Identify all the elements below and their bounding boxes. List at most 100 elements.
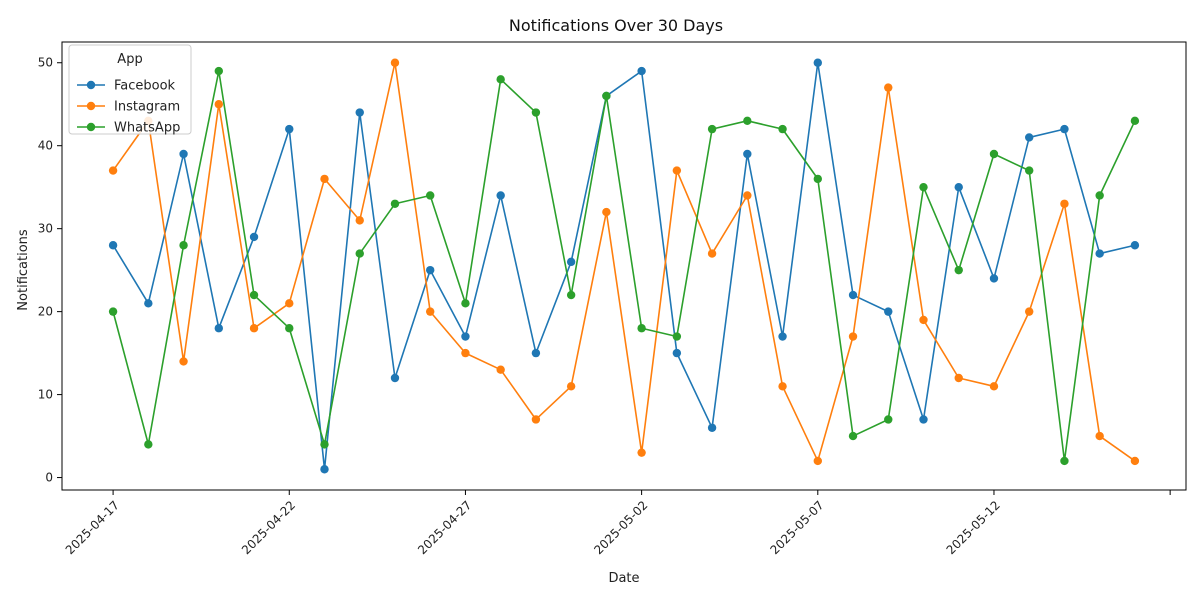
data-point-whatsapp — [954, 265, 963, 275]
data-point-facebook — [108, 241, 118, 250]
data-point-whatsapp — [672, 332, 682, 341]
data-point-whatsapp — [108, 307, 118, 316]
data-point-facebook — [989, 274, 999, 283]
data-point-whatsapp — [179, 241, 188, 250]
legend-label-instagram: Instagram — [114, 100, 180, 115]
x-tick-label: 2025-05-12 — [944, 498, 1003, 557]
data-point-facebook — [954, 182, 963, 192]
data-point-instagram — [954, 373, 963, 383]
legend-label-facebook: Facebook — [114, 79, 176, 94]
data-point-instagram — [179, 357, 188, 366]
series-line-facebook — [112, 61, 1136, 471]
y-axis-title: Notifications — [16, 229, 31, 311]
chart-title: Notifications Over 30 Days — [509, 16, 723, 35]
y-tick-label: 50 — [38, 56, 53, 70]
data-point-whatsapp — [848, 431, 858, 441]
data-point-instagram — [1025, 307, 1034, 316]
y-tick-label: 10 — [38, 388, 53, 402]
data-point-instagram — [602, 207, 611, 217]
data-point-facebook — [355, 108, 364, 117]
x-tick-label: 2025-04-17 — [63, 498, 122, 557]
data-point-whatsapp — [531, 108, 541, 117]
data-point-instagram — [214, 100, 223, 109]
data-point-instagram — [390, 58, 400, 67]
data-point-whatsapp — [355, 249, 364, 258]
data-point-facebook — [778, 332, 787, 341]
data-point-whatsapp — [1060, 456, 1069, 466]
plot-frame — [61, 41, 1187, 491]
series-line-instagram — [112, 61, 1136, 462]
data-point-facebook — [320, 465, 329, 474]
data-point-facebook — [426, 265, 435, 275]
data-point-whatsapp — [566, 290, 576, 300]
legend-marker-instagram — [86, 101, 96, 111]
data-point-instagram — [743, 191, 752, 200]
data-point-instagram — [778, 382, 787, 391]
data-point-whatsapp — [496, 75, 505, 84]
legend-label-whatsapp: WhatsApp — [114, 121, 180, 136]
data-point-instagram — [108, 166, 118, 175]
y-tick-label: 20 — [38, 305, 53, 319]
data-point-facebook — [285, 124, 294, 134]
data-point-whatsapp — [144, 440, 153, 449]
data-point-whatsapp — [602, 91, 611, 101]
data-point-instagram — [1130, 456, 1140, 466]
data-point-facebook — [707, 423, 717, 432]
data-point-instagram — [426, 307, 435, 316]
data-point-whatsapp — [320, 440, 329, 449]
data-point-facebook — [919, 415, 928, 424]
data-point-instagram — [989, 382, 999, 391]
data-point-instagram — [672, 166, 682, 175]
y-tick-label: 30 — [38, 222, 53, 236]
x-axis-title: Date — [608, 571, 639, 586]
legend: App Facebook Instagram WhatsApp — [68, 44, 192, 136]
y-tick-label: 0 — [45, 471, 53, 485]
legend-title: App — [117, 52, 142, 67]
legend-marker-whatsapp — [86, 122, 96, 132]
data-point-instagram — [1095, 431, 1104, 441]
data-point-facebook — [249, 232, 259, 242]
data-point-instagram — [496, 365, 505, 374]
data-point-instagram — [285, 299, 294, 308]
data-point-facebook — [214, 324, 223, 333]
x-tick-label: 2025-05-07 — [767, 498, 826, 557]
data-point-whatsapp — [249, 290, 259, 300]
series-line-whatsapp — [112, 70, 1136, 462]
data-point-facebook — [637, 66, 646, 76]
data-point-instagram — [707, 249, 717, 258]
data-point-facebook — [1095, 249, 1104, 258]
data-point-instagram — [848, 332, 858, 341]
data-point-whatsapp — [390, 199, 400, 208]
plot-area: 0 10 20 30 40 50 2025-04-17 2025-04-22 2025-04-2… — [38, 41, 1187, 557]
data-point-facebook — [884, 307, 893, 316]
data-point-instagram — [249, 324, 259, 333]
data-point-facebook — [743, 149, 752, 159]
y-tick-label: 40 — [38, 139, 53, 153]
data-point-whatsapp — [919, 182, 928, 192]
x-tick-label: 2025-04-27 — [415, 498, 474, 557]
data-point-instagram — [637, 448, 646, 457]
data-point-whatsapp — [214, 66, 223, 76]
data-point-instagram — [919, 315, 928, 325]
data-point-whatsapp — [778, 124, 787, 134]
data-point-instagram — [355, 216, 364, 225]
data-point-facebook — [848, 290, 858, 300]
data-point-facebook — [566, 257, 576, 267]
data-point-facebook — [813, 58, 822, 67]
data-point-whatsapp — [285, 324, 294, 333]
data-point-whatsapp — [1130, 116, 1140, 126]
data-point-instagram — [531, 415, 541, 424]
data-point-whatsapp — [1095, 191, 1104, 200]
legend-box — [68, 44, 192, 135]
data-point-instagram — [461, 348, 470, 358]
data-point-instagram — [884, 83, 893, 92]
x-tick-label: 2025-04-22 — [239, 498, 298, 557]
data-point-instagram — [566, 382, 576, 391]
data-point-facebook — [179, 149, 188, 159]
data-point-facebook — [531, 348, 541, 358]
data-point-facebook — [1130, 241, 1140, 250]
data-point-whatsapp — [743, 116, 752, 126]
data-point-facebook — [390, 373, 400, 383]
